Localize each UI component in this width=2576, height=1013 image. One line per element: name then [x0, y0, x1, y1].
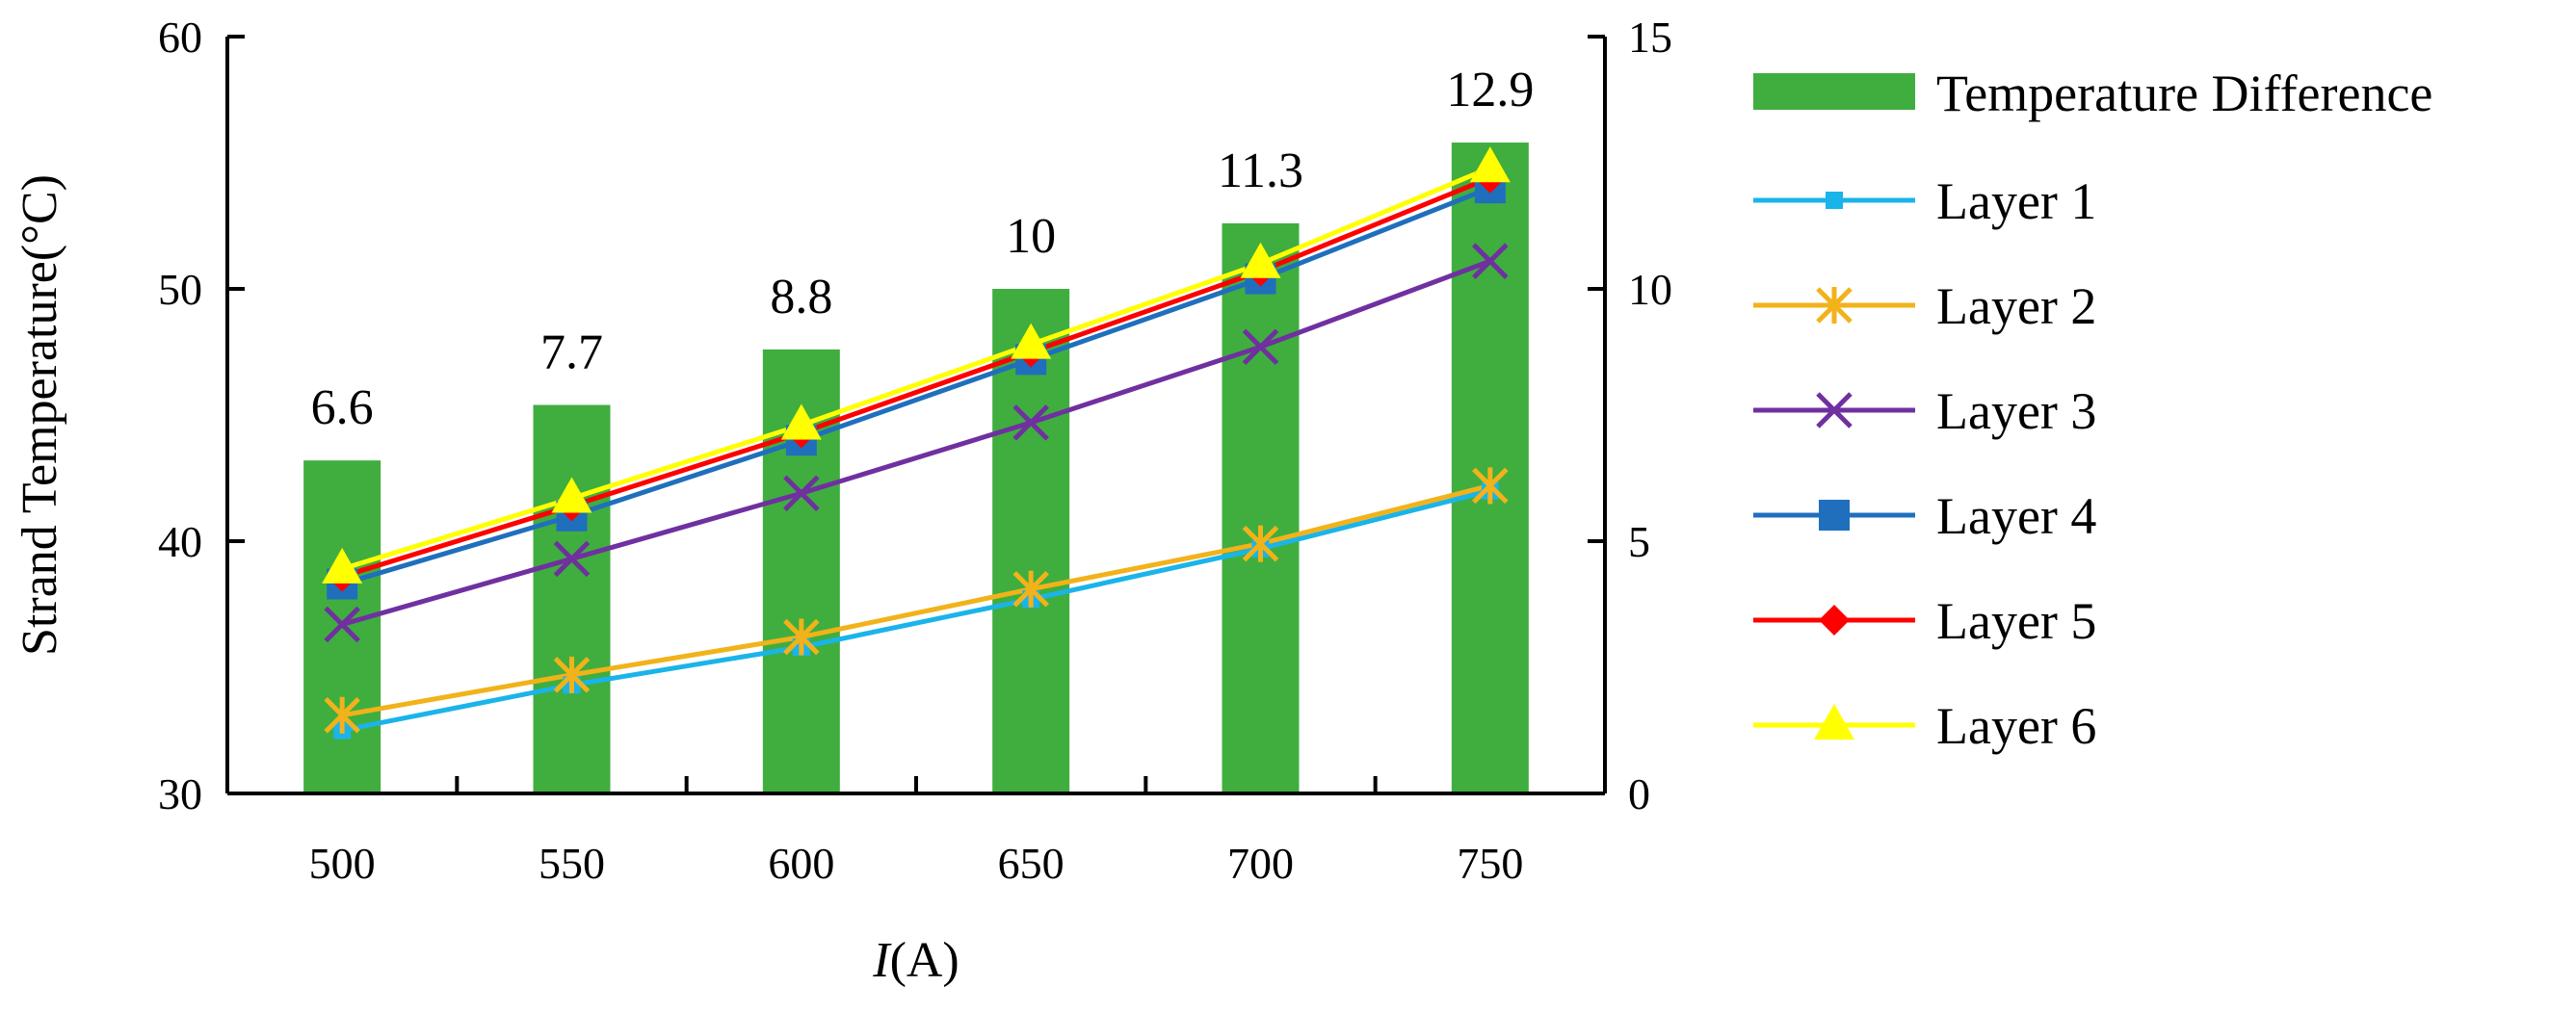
- data-point-layer-2: [1472, 467, 1509, 505]
- data-point-layer-2: [1242, 525, 1279, 562]
- legend-label-layer-5: Layer 5: [1936, 592, 2096, 650]
- y2-tick-label: 5: [1628, 517, 1650, 566]
- data-point-layer-6: [1469, 146, 1511, 183]
- data-point-layer-6: [1011, 323, 1052, 359]
- y-tick-label: 60: [158, 13, 202, 62]
- data-point-layer-6: [1240, 242, 1281, 278]
- y2-tick-label: 10: [1628, 265, 1672, 314]
- legend-label-layer-2: Layer 2: [1936, 277, 2096, 335]
- x-tick-label: 750: [1457, 839, 1523, 888]
- series-line-layer-2: [341, 482, 1491, 718]
- legend-marker-layer-4: [1819, 500, 1850, 531]
- y-tick-label: 40: [158, 517, 202, 566]
- y-tick-label: 50: [158, 265, 202, 314]
- bar-temperature-difference: [1222, 222, 1300, 793]
- series-line-layer-3: [341, 258, 1491, 627]
- series-line-layer-5: [341, 175, 1491, 580]
- legend: Temperature Difference Layer 1 Layer 2 Laye…: [1753, 65, 2432, 755]
- bar-data-label: 10: [1006, 209, 1056, 264]
- data-point-layer-2: [783, 618, 820, 656]
- series-line-layer-4: [341, 185, 1491, 586]
- series-line-layer-1: [341, 488, 1491, 733]
- data-point-layer-3: [553, 540, 591, 578]
- bar-data-label: 11.3: [1218, 143, 1303, 198]
- data-point-layer-3: [1472, 243, 1509, 279]
- series-line-layer-6: [341, 165, 1491, 572]
- legend-marker-layer-1: [1826, 192, 1843, 209]
- data-point-layer-6: [322, 547, 363, 584]
- y2-tick-label: 15: [1628, 13, 1672, 62]
- legend-marker-layer-2: [1816, 287, 1853, 324]
- y2-tick-label: 0: [1628, 769, 1650, 818]
- bar-data-label: 8.8: [770, 270, 832, 325]
- x-tick-label: 550: [539, 839, 605, 888]
- bar-data-label: 12.9: [1446, 63, 1534, 117]
- axes-group: [225, 37, 1607, 795]
- x-axis-title-unit: (A): [890, 933, 959, 988]
- x-axis-title: I(A): [872, 933, 959, 988]
- bar-data-label: 6.6: [311, 380, 374, 435]
- x-axis-title-italic: I: [872, 933, 892, 988]
- legend-label-temperature-difference: Temperature Difference: [1936, 65, 2432, 122]
- legend-swatch-temperature-difference: [1753, 73, 1915, 110]
- y-axis-title: Strand Temperature(°C): [13, 174, 67, 656]
- legend-label-layer-6: Layer 6: [1936, 697, 2096, 755]
- legend-marker-layer-3: [1816, 392, 1853, 429]
- data-point-layer-3: [324, 606, 360, 643]
- bar-data-label: 7.7: [540, 325, 603, 380]
- series-markers-group: [322, 146, 1511, 740]
- x-tick-label: 600: [768, 839, 834, 888]
- data-point-layer-3: [1242, 328, 1279, 366]
- bar-temperature-difference: [533, 404, 611, 793]
- series-lines-group: [341, 165, 1491, 733]
- x-tick-label: 650: [998, 839, 1065, 888]
- data-point-layer-3: [1012, 404, 1049, 441]
- legend-label-layer-4: Layer 4: [1936, 487, 2096, 545]
- bar-labels-group: 6.6 7.7 8.8 10 11.3 12.9: [311, 63, 1535, 435]
- legend-marker-layer-5: [1819, 605, 1850, 636]
- data-point-layer-3: [783, 475, 820, 511]
- data-point-layer-2: [553, 656, 591, 693]
- y-tick-label: 30: [158, 769, 202, 818]
- x-tick-label: 700: [1227, 839, 1294, 888]
- data-point-layer-2: [1012, 570, 1049, 608]
- legend-label-layer-1: Layer 1: [1936, 172, 2096, 230]
- x-tick-label: 500: [309, 839, 376, 888]
- data-point-layer-6: [780, 403, 822, 440]
- legend-marker-layer-6: [1814, 704, 1854, 740]
- data-point-layer-2: [324, 696, 360, 734]
- data-point-layer-6: [551, 477, 592, 513]
- legend-label-layer-3: Layer 3: [1936, 382, 2096, 440]
- bars-group: [303, 143, 1529, 794]
